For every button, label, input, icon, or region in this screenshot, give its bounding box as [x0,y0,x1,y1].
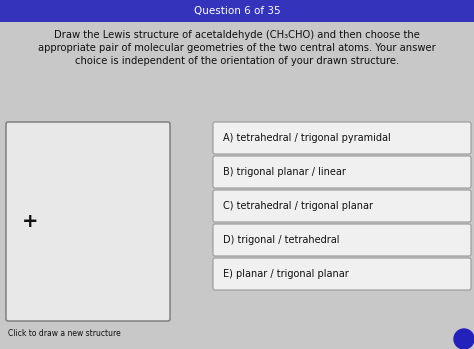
Circle shape [454,329,474,349]
FancyBboxPatch shape [213,156,471,188]
FancyBboxPatch shape [213,258,471,290]
Text: +: + [22,212,38,231]
Bar [0,0,474,22]
FancyBboxPatch shape [6,122,170,321]
Text: Question 6 of 35: Question 6 of 35 [194,6,280,16]
FancyBboxPatch shape [213,122,471,154]
Text: E) planar / trigonal planar: E) planar / trigonal planar [223,269,349,279]
Text: C) tetrahedral / trigonal planar: C) tetrahedral / trigonal planar [223,201,373,211]
Text: B) trigonal planar / linear: B) trigonal planar / linear [223,167,346,177]
Text: choice is independent of the orientation of your drawn structure.: choice is independent of the orientation… [75,56,399,66]
FancyBboxPatch shape [213,190,471,222]
FancyBboxPatch shape [213,224,471,256]
Text: Click to draw a new structure: Click to draw a new structure [8,329,121,338]
Text: A) tetrahedral / trigonal pyramidal: A) tetrahedral / trigonal pyramidal [223,133,391,143]
Text: Draw the Lewis structure of acetaldehyde (CH₃CHO) and then choose the: Draw the Lewis structure of acetaldehyde… [54,30,420,40]
Text: D) trigonal / tetrahedral: D) trigonal / tetrahedral [223,235,339,245]
Text: appropriate pair of molecular geometries of the two central atoms. Your answer: appropriate pair of molecular geometries… [38,43,436,53]
